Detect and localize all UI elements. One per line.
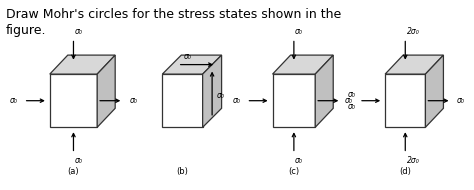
Text: σ₀: σ₀ xyxy=(129,96,137,105)
Text: Draw Mohr's circles for the stress states shown in the: Draw Mohr's circles for the stress state… xyxy=(6,8,341,21)
Text: σ₀: σ₀ xyxy=(233,96,240,105)
Text: σ₀: σ₀ xyxy=(217,91,225,101)
Text: σ₀: σ₀ xyxy=(74,156,82,165)
Polygon shape xyxy=(50,55,115,74)
Text: σ₀: σ₀ xyxy=(347,90,355,99)
Text: σ₀: σ₀ xyxy=(347,102,355,111)
Text: 2σ₀: 2σ₀ xyxy=(407,156,419,165)
Polygon shape xyxy=(385,55,443,74)
Polygon shape xyxy=(425,55,443,127)
Bar xyxy=(385,74,425,127)
Text: (d): (d) xyxy=(399,167,411,176)
Polygon shape xyxy=(202,55,221,127)
Text: (b): (b) xyxy=(176,167,189,176)
Text: (c): (c) xyxy=(288,167,300,176)
Text: σ₀: σ₀ xyxy=(74,27,82,36)
Polygon shape xyxy=(162,55,221,74)
Polygon shape xyxy=(273,55,333,74)
Text: (a): (a) xyxy=(68,167,79,176)
Text: σ₀: σ₀ xyxy=(10,96,18,105)
Bar xyxy=(162,74,202,127)
Polygon shape xyxy=(97,55,115,127)
Text: σ₀: σ₀ xyxy=(345,96,353,105)
Bar xyxy=(50,74,97,127)
Text: σ₀: σ₀ xyxy=(183,52,191,61)
Text: 2σ₀: 2σ₀ xyxy=(407,27,419,36)
Text: figure.: figure. xyxy=(6,24,46,37)
Text: σ₀: σ₀ xyxy=(295,27,303,36)
Text: σ₀: σ₀ xyxy=(295,156,303,165)
Bar xyxy=(273,74,315,127)
Polygon shape xyxy=(315,55,333,127)
Text: σ₀: σ₀ xyxy=(456,96,465,105)
